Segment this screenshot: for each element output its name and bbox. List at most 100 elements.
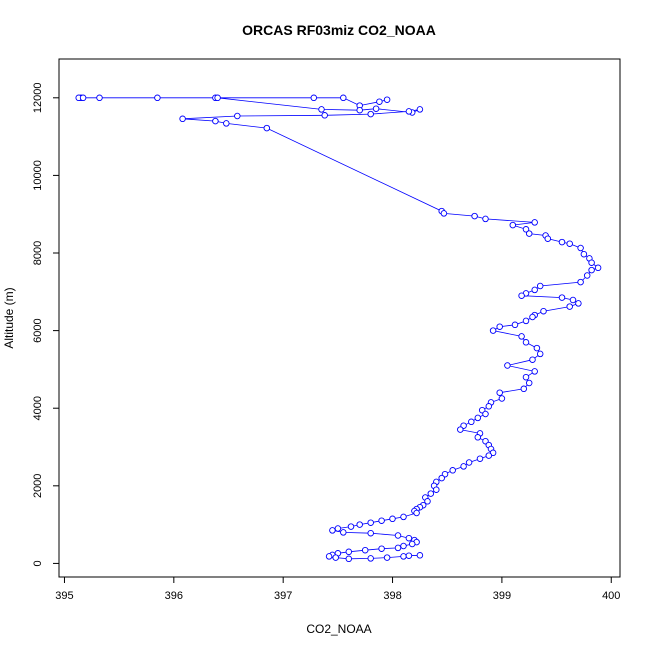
y-axis: 0 2000 4000 6000 8000 10000 12000 bbox=[32, 83, 60, 566]
data-point bbox=[496, 323, 503, 330]
chart-title: ORCAS RF03miz CO2_NOAA bbox=[242, 22, 436, 38]
data-point bbox=[378, 545, 385, 552]
data-point bbox=[367, 555, 374, 562]
data-point bbox=[383, 554, 391, 561]
x-tick-label: 399 bbox=[493, 590, 511, 602]
data-point bbox=[525, 379, 533, 387]
data-point bbox=[566, 303, 573, 310]
x-tick-label: 398 bbox=[383, 590, 401, 602]
data-point bbox=[329, 527, 336, 534]
data-point bbox=[522, 226, 530, 233]
data-point bbox=[498, 395, 506, 402]
data-point bbox=[457, 426, 464, 433]
data-point bbox=[356, 106, 363, 114]
data-point bbox=[334, 525, 342, 532]
data-point bbox=[474, 414, 482, 422]
data-point bbox=[468, 418, 475, 426]
data-point bbox=[405, 534, 413, 542]
x-tick-label: 400 bbox=[602, 590, 620, 602]
data-point bbox=[378, 517, 385, 524]
data-point bbox=[536, 350, 544, 358]
data-point bbox=[345, 548, 353, 556]
data-point bbox=[96, 94, 103, 102]
x-tick-label: 395 bbox=[55, 590, 73, 602]
data-point bbox=[588, 259, 595, 266]
data-point bbox=[522, 373, 530, 381]
data-point bbox=[321, 112, 328, 119]
data-point bbox=[367, 519, 374, 526]
y-tick-label: 12000 bbox=[32, 83, 44, 114]
data-point bbox=[511, 321, 519, 329]
data-point bbox=[345, 555, 353, 563]
data-point bbox=[529, 356, 536, 363]
x-tick-label: 397 bbox=[274, 590, 292, 602]
data-point bbox=[400, 513, 407, 521]
data-point bbox=[356, 521, 363, 528]
data-point bbox=[79, 94, 87, 102]
data-point bbox=[533, 344, 541, 352]
data-point bbox=[531, 219, 538, 226]
data-point bbox=[234, 112, 241, 120]
data-point bbox=[361, 546, 369, 554]
series-line bbox=[78, 97, 599, 560]
data-point bbox=[440, 210, 448, 217]
data-point bbox=[318, 106, 325, 113]
data-point bbox=[332, 554, 339, 561]
data-point bbox=[520, 385, 528, 393]
data-point bbox=[544, 235, 552, 242]
data-point bbox=[577, 278, 584, 286]
data-point bbox=[347, 523, 355, 530]
data-point bbox=[540, 307, 547, 315]
y-tick-label: 4000 bbox=[32, 396, 44, 420]
data-point bbox=[471, 212, 478, 220]
data-point bbox=[536, 282, 544, 290]
data-point bbox=[400, 542, 407, 550]
data-point bbox=[400, 553, 407, 560]
data-point bbox=[482, 410, 489, 418]
data-point bbox=[482, 215, 489, 223]
y-tick-label: 6000 bbox=[32, 318, 44, 342]
data-point bbox=[588, 266, 595, 274]
data-point bbox=[476, 455, 484, 462]
data-point bbox=[518, 333, 525, 340]
data-point bbox=[449, 467, 456, 474]
y-tick-label: 8000 bbox=[32, 241, 44, 265]
data-point bbox=[383, 96, 391, 103]
data-point bbox=[509, 221, 517, 229]
data-point bbox=[416, 552, 424, 559]
data-point bbox=[372, 105, 380, 112]
data-point bbox=[438, 474, 445, 482]
data-point bbox=[485, 403, 493, 410]
data-point bbox=[340, 529, 347, 536]
data-point bbox=[427, 490, 435, 497]
data-point bbox=[577, 244, 584, 252]
data-point bbox=[531, 368, 538, 375]
data-point bbox=[489, 327, 497, 334]
data-point bbox=[558, 294, 566, 301]
series-points-group bbox=[75, 94, 602, 563]
data-point bbox=[310, 94, 318, 102]
data-point bbox=[465, 459, 473, 466]
y-tick-label: 2000 bbox=[32, 474, 44, 498]
y-tick-label: 0 bbox=[32, 560, 44, 566]
data-point bbox=[575, 300, 582, 307]
x-axis-label: CO2_NOAA bbox=[306, 622, 371, 636]
data-point bbox=[531, 286, 538, 294]
data-point bbox=[212, 117, 219, 125]
data-point bbox=[525, 230, 533, 237]
data-point bbox=[223, 120, 230, 127]
y-tick-label: 10000 bbox=[32, 160, 44, 191]
data-point bbox=[376, 98, 383, 105]
data-point bbox=[416, 106, 424, 113]
data-point bbox=[496, 389, 503, 396]
data-point bbox=[394, 544, 402, 552]
data-point bbox=[485, 452, 493, 459]
series-line-group bbox=[78, 97, 599, 560]
data-point bbox=[413, 509, 420, 517]
x-tick-label: 396 bbox=[165, 590, 183, 602]
data-point bbox=[405, 552, 413, 559]
data-point bbox=[340, 94, 347, 102]
data-point bbox=[504, 362, 511, 369]
data-point bbox=[179, 115, 186, 123]
